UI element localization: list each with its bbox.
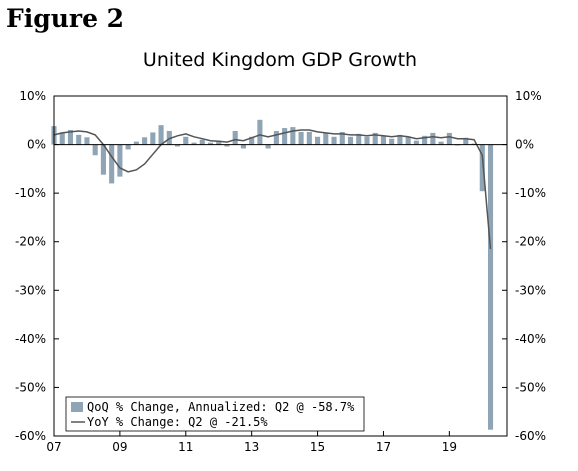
legend: QoQ % Change, Annualized: Q2 @ -58.7% Yo…: [65, 396, 365, 432]
plot-frame: [53, 95, 508, 437]
qoq-bar: [249, 136, 255, 145]
y-tick-label-right: -30%: [515, 283, 546, 297]
qoq-bar: [389, 138, 395, 145]
qoq-bar: [356, 133, 362, 145]
y-tick-label-right: -60%: [515, 429, 546, 443]
qoq-bar: [158, 125, 164, 145]
qoq-bar: [109, 144, 115, 184]
y-tick-label-left: -10%: [15, 186, 46, 200]
legend-box: [65, 396, 365, 432]
qoq-bar: [257, 119, 263, 145]
axes: 10% 10% 0% 0% -10% -10% -20% -20% -30% -30% -40% -4…: [15, 89, 546, 454]
qoq-bar: [191, 142, 197, 145]
y-tick-label-left: 0%: [27, 138, 46, 152]
y-tick-label-left: 10%: [19, 89, 46, 103]
qoq-bar: [166, 130, 172, 145]
qoq-bar: [133, 141, 139, 145]
qoq-bar: [315, 136, 321, 145]
qoq-bar: [183, 136, 189, 145]
y-tick-label-right: 0%: [515, 138, 534, 152]
x-tick-label: 07: [46, 440, 61, 454]
legend-label-qoq: QoQ % Change, Annualized: Q2 @ -58.7%: [87, 400, 355, 414]
qoq-bar: [487, 144, 494, 430]
y-tick-label-left: -20%: [15, 235, 46, 249]
qoq-bar: [84, 137, 90, 145]
qoq-bar: [479, 144, 485, 192]
qoq-bar: [446, 132, 452, 145]
qoq-bar: [100, 144, 106, 175]
qoq-bar: [240, 144, 246, 149]
qoq-bar: [397, 134, 403, 145]
legend-swatch-qoq: [71, 402, 83, 412]
x-tick-label: 17: [376, 440, 391, 454]
y-tick-label-left: -40%: [15, 332, 46, 346]
qoq-bar: [282, 128, 288, 145]
qoq-bar: [430, 132, 436, 145]
qoq-bar: [117, 144, 123, 177]
qoq-bar: [174, 144, 181, 147]
qoq-bar: [125, 144, 131, 150]
qoq-bar: [331, 136, 337, 145]
qoq-bar: [216, 140, 222, 145]
qoq-bar: [142, 137, 148, 145]
qoq-bar: [422, 135, 428, 145]
legend-label-yoy: YoY % Change: Q2 @ -21.5%: [87, 415, 268, 429]
qoq-bar: [199, 139, 205, 145]
y-tick-label-right: -20%: [515, 235, 546, 249]
figure-label: Figure 2: [6, 4, 125, 33]
y-tick-label-left: -60%: [15, 429, 46, 443]
qoq-bar: [207, 142, 214, 145]
y-tick-label-right: 10%: [515, 89, 542, 103]
qoq-bar: [463, 137, 469, 145]
qoq-bar: [364, 136, 370, 145]
qoq-bar: [298, 131, 304, 145]
qoq-bar: [438, 141, 444, 145]
qoq-bar: [67, 130, 74, 145]
y-tick-label-left: -30%: [15, 283, 46, 297]
qoq-bar: [347, 136, 354, 145]
qoq-bar: [323, 132, 329, 145]
y-tick-label-right: -10%: [515, 186, 546, 200]
qoq-bars: [51, 119, 494, 430]
qoq-bar: [273, 130, 279, 145]
qoq-bar: [232, 130, 238, 145]
qoq-bar: [59, 132, 65, 145]
y-tick-label-left: -50%: [15, 380, 46, 394]
qoq-bar: [76, 134, 82, 145]
qoq-bar: [92, 144, 98, 156]
chart-title: United Kingdom GDP Growth: [142, 49, 418, 71]
x-tick-label: 15: [310, 440, 325, 454]
y-tick-label-right: -50%: [515, 380, 546, 394]
qoq-bar: [224, 144, 230, 147]
x-tick-label: 19: [442, 440, 457, 454]
x-tick-label: 13: [244, 440, 259, 454]
qoq-bar: [372, 132, 378, 145]
qoq-bar: [405, 136, 411, 145]
qoq-bar: [265, 144, 271, 149]
x-tick-label: 11: [178, 440, 193, 454]
y-tick-label-right: -40%: [515, 332, 546, 346]
qoq-bar: [150, 132, 156, 145]
qoq-bar: [413, 140, 419, 145]
yoy-line: [53, 129, 492, 250]
qoq-bar: [290, 127, 296, 145]
qoq-bar: [380, 135, 387, 145]
qoq-bar: [306, 131, 312, 145]
x-tick-label: 09: [112, 440, 127, 454]
qoq-bar: [339, 131, 345, 145]
